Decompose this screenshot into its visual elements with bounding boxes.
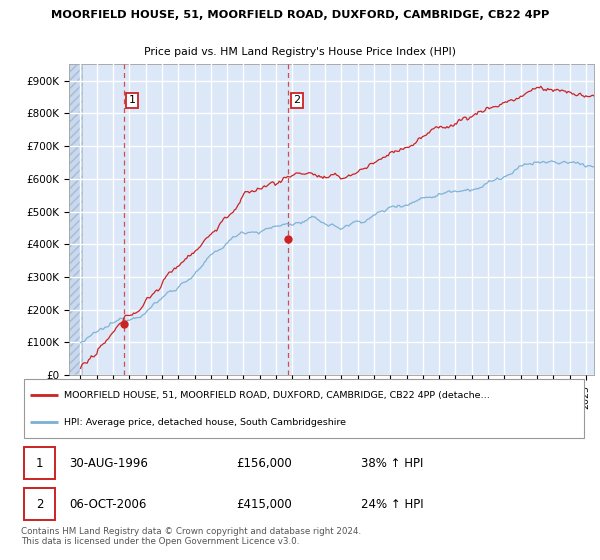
FancyBboxPatch shape (24, 488, 55, 520)
Text: 30-AUG-1996: 30-AUG-1996 (69, 457, 148, 470)
FancyBboxPatch shape (24, 447, 55, 479)
Text: HPI: Average price, detached house, South Cambridgeshire: HPI: Average price, detached house, Sout… (64, 418, 346, 427)
Bar (69, 64, 82, 375)
Text: 06-OCT-2006: 06-OCT-2006 (69, 498, 146, 511)
FancyBboxPatch shape (24, 379, 584, 438)
Text: MOORFIELD HOUSE, 51, MOORFIELD ROAD, DUXFORD, CAMBRIDGE, CB22 4PP (detache…: MOORFIELD HOUSE, 51, MOORFIELD ROAD, DUX… (64, 391, 490, 400)
Text: 2: 2 (293, 95, 301, 105)
Text: Contains HM Land Registry data © Crown copyright and database right 2024.
This d: Contains HM Land Registry data © Crown c… (21, 527, 361, 547)
Text: 1: 1 (128, 95, 136, 105)
Text: £156,000: £156,000 (236, 457, 292, 470)
Text: MOORFIELD HOUSE, 51, MOORFIELD ROAD, DUXFORD, CAMBRIDGE, CB22 4PP: MOORFIELD HOUSE, 51, MOORFIELD ROAD, DUX… (51, 10, 549, 20)
Text: 24% ↑ HPI: 24% ↑ HPI (361, 498, 424, 511)
Text: 2: 2 (35, 498, 43, 511)
Text: 38% ↑ HPI: 38% ↑ HPI (361, 457, 424, 470)
Text: 1: 1 (35, 457, 43, 470)
Text: £415,000: £415,000 (236, 498, 292, 511)
Text: Price paid vs. HM Land Registry's House Price Index (HPI): Price paid vs. HM Land Registry's House … (144, 47, 456, 57)
